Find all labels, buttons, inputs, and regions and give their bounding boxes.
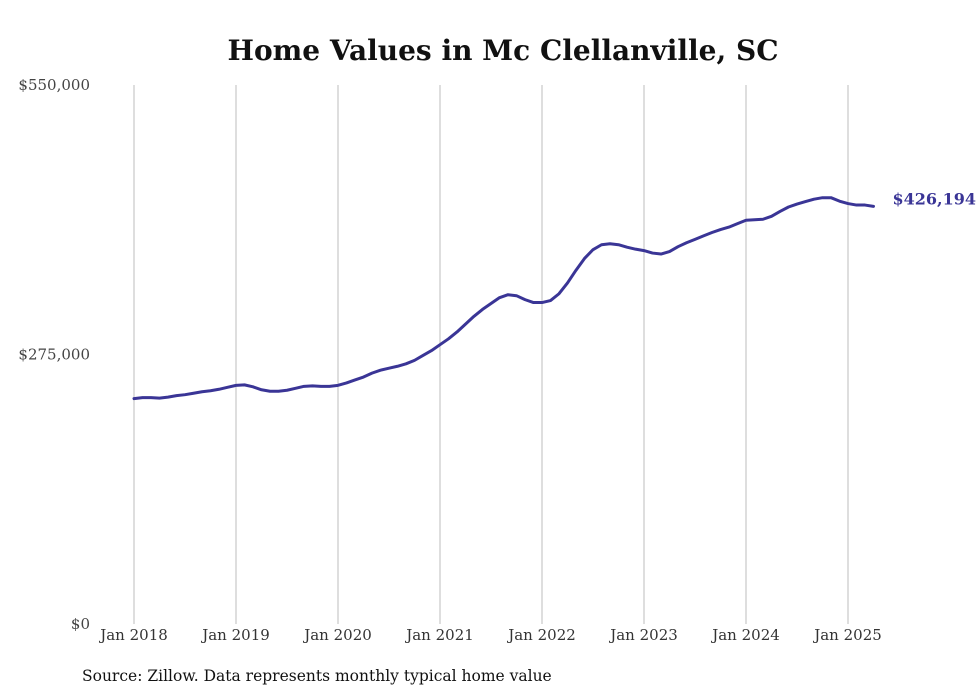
x-tick-label: Jan 2023	[608, 626, 678, 644]
gridlines	[133, 85, 849, 624]
x-tick-label: Jan 2018	[98, 626, 168, 644]
source-note: Source: Zillow. Data represents monthly …	[82, 667, 552, 685]
y-tick-label: $550,000	[18, 76, 90, 94]
x-tick-label: Jan 2020	[302, 626, 372, 644]
y-tick-label: $275,000	[18, 346, 90, 364]
y-axis-ticks: $0 $275,000 $550,000	[18, 76, 90, 633]
x-tick-label: Jan 2019	[200, 626, 270, 644]
x-tick-label: Jan 2022	[506, 626, 576, 644]
x-axis-ticks: Jan 2018 Jan 2019 Jan 2020 Jan 2021 Jan 2022…	[98, 626, 882, 644]
x-tick-label: Jan 2025	[812, 626, 882, 644]
y-tick-label: $0	[71, 615, 90, 633]
series-line	[132, 196, 875, 401]
end-value-label: $426,194	[893, 189, 977, 208]
x-tick-label: Jan 2024	[710, 626, 780, 644]
chart-title: Home Values in Mc Clellanville, SC	[228, 34, 779, 67]
x-tick-label: Jan 2021	[404, 626, 474, 644]
